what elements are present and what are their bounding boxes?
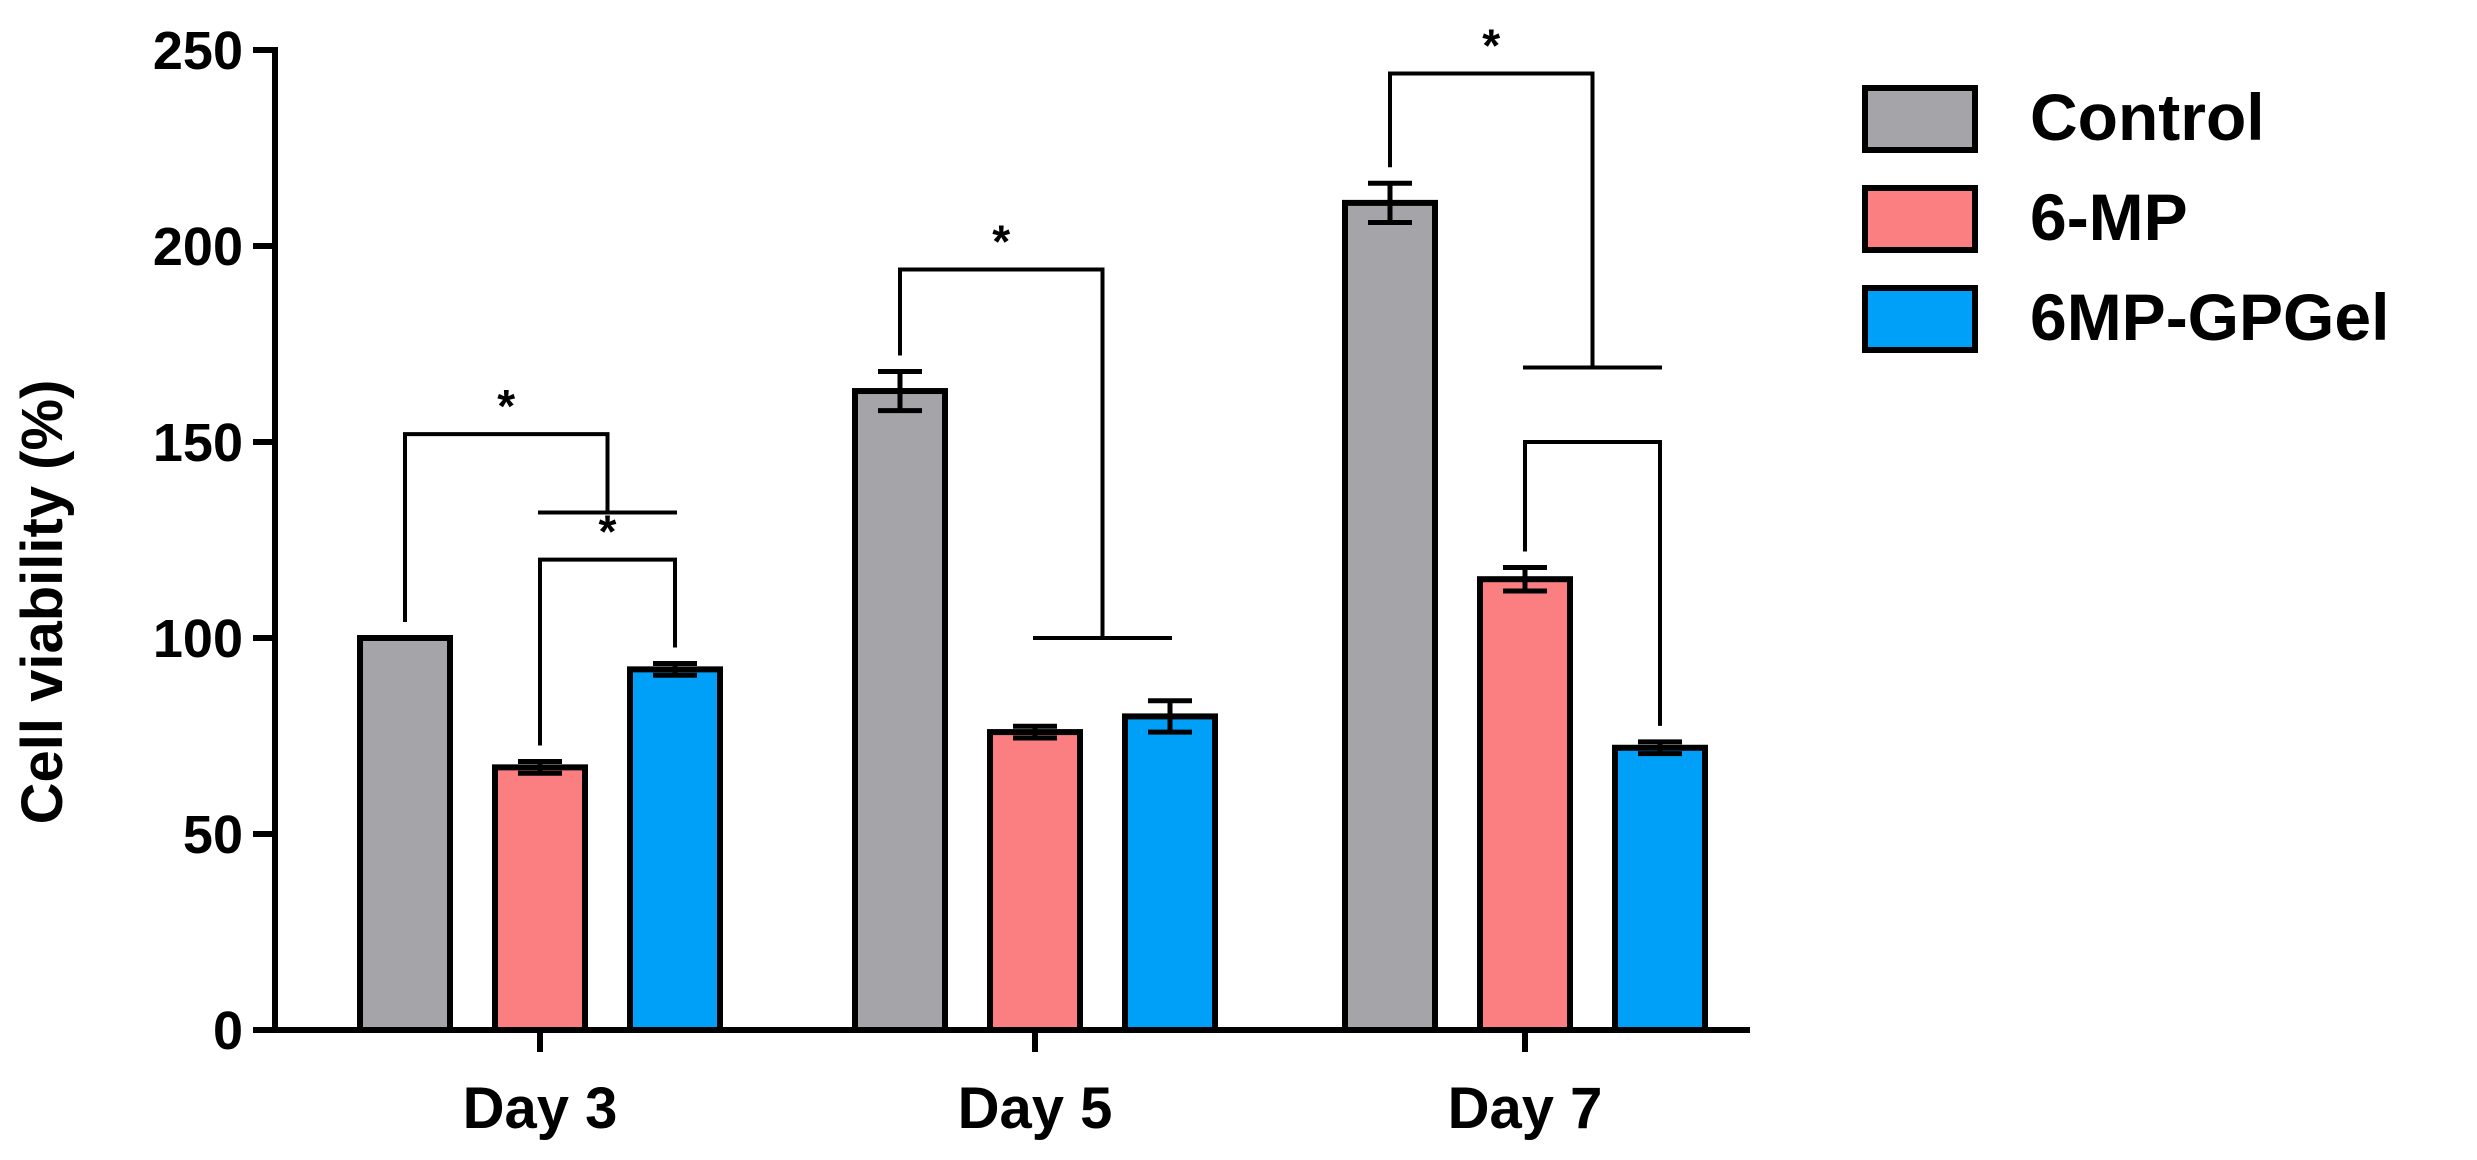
y-tick-label: 50 (183, 805, 243, 865)
legend-label: 6-MP (2030, 180, 2188, 254)
y-axis-title-group: Cell viability (%) (10, 380, 75, 825)
y-tick-label: 100 (153, 609, 243, 669)
significance-label: * (1482, 20, 1500, 72)
bar (1477, 576, 1573, 1033)
bar (852, 388, 948, 1034)
legend-swatch (1862, 285, 1978, 353)
plot-area: 0 50 100 150 200 250 Day 3 Day 5 Day 7 * * * * (153, 20, 1750, 1141)
bar (627, 666, 723, 1033)
bar (1122, 713, 1218, 1034)
y-tick-label: 250 (153, 21, 243, 81)
legend: Control 6-MP 6MP-GPGel (1862, 80, 2389, 354)
legend-swatch (1862, 185, 1978, 253)
significance-bracket (898, 267, 1105, 638)
significance-label: * (992, 216, 1010, 268)
legend-label: Control (2030, 80, 2265, 154)
bar (1612, 744, 1708, 1033)
bar (357, 635, 453, 1033)
x-tick-label: Day 5 (958, 1076, 1113, 1141)
y-tick-label: 200 (153, 217, 243, 277)
y-tick-label: 0 (213, 1001, 243, 1061)
legend-label: 6MP-GPGel (2030, 280, 2389, 354)
significance-bracket (538, 557, 677, 746)
bar (1342, 199, 1438, 1033)
x-tick-label: Day 7 (1448, 1076, 1603, 1141)
x-tick-label: Day 3 (463, 1076, 618, 1141)
significance-label: * (599, 506, 617, 558)
significance-label: * (497, 380, 515, 432)
significance-bracket (403, 432, 610, 622)
y-axis-title: Cell viability (%) (10, 380, 75, 825)
bar (987, 729, 1083, 1034)
y-tick-label: 150 (153, 413, 243, 473)
significance-bracket (1523, 440, 1662, 726)
significance-bracket (1388, 71, 1595, 368)
bar (492, 764, 588, 1033)
legend-swatch (1862, 85, 1978, 153)
